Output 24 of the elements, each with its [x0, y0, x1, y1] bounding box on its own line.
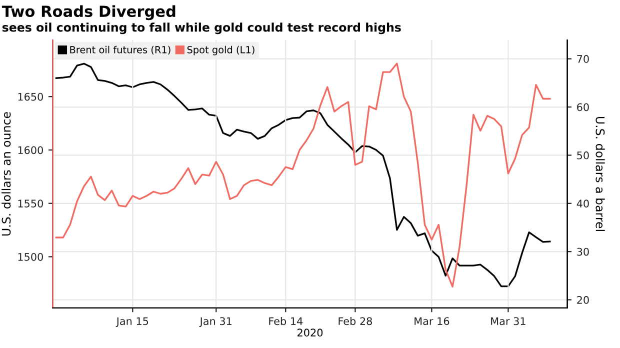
y-tick-label: 1550	[18, 200, 43, 208]
legend-label: Brent oil futures (R1)	[70, 46, 170, 55]
y-tick-label: 1500	[18, 252, 43, 261]
x-tick-label: Jan 15	[116, 317, 148, 328]
x-tick-label: Jan 31	[199, 317, 232, 328]
legend-label: Spot gold (L1)	[187, 46, 254, 56]
x-tick-label: Feb 28	[338, 317, 372, 326]
y2-tick-label: 40	[576, 200, 589, 208]
line-series	[55, 62, 551, 288]
y-tick-label: 1600	[18, 146, 43, 154]
y2-axis-title: U.S. dollars a barrel	[596, 116, 605, 231]
x-tick-label: Mar 31	[491, 317, 526, 326]
y2-tick-label: 30	[577, 248, 589, 256]
y-axis-title: U.S. dollars an ounce	[2, 112, 11, 236]
y2-tick-label: 50	[577, 151, 589, 160]
x-axis-title: 2020	[298, 328, 323, 337]
chart-title: Two Roads Diverged	[2, 5, 176, 20]
chart-subtitle: sees oil continuing to fall while gold could test record highs	[2, 22, 401, 34]
y-tick-label: 1650	[18, 92, 43, 101]
y2-tick-label: 70	[577, 55, 589, 63]
x-tick-label: Mar 16	[414, 317, 450, 326]
x-tick-label: Feb 14	[269, 317, 303, 326]
y2-tick-label: 20	[577, 296, 589, 304]
y2-tick-label: 60	[577, 103, 589, 112]
